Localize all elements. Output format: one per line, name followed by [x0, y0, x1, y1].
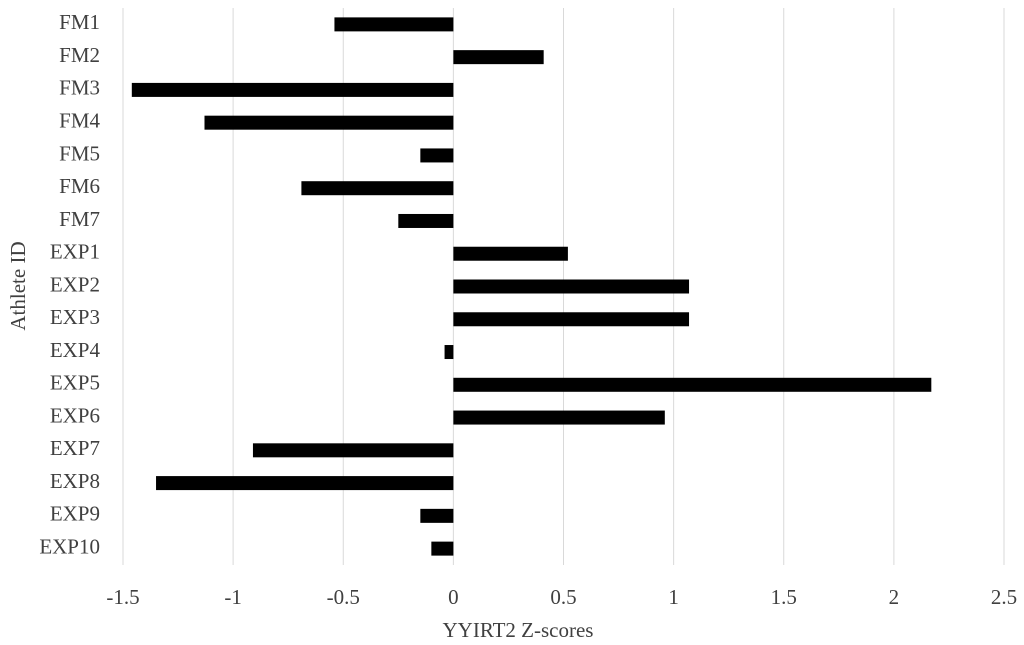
y-tick-label: FM7 — [59, 207, 100, 231]
bar — [334, 17, 454, 32]
y-tick-label: FM3 — [59, 76, 100, 100]
bar — [453, 279, 690, 294]
y-tick-label: FM1 — [59, 10, 100, 34]
x-tick-label: 2 — [889, 585, 900, 609]
bar — [252, 443, 454, 458]
y-tick-label: FM5 — [59, 141, 100, 165]
bar — [453, 410, 665, 425]
y-axis-label: Athlete ID — [6, 241, 30, 330]
x-tick-label: -1.5 — [106, 585, 139, 609]
bar — [131, 82, 454, 97]
bar — [453, 50, 544, 65]
bar — [444, 345, 454, 360]
y-tick-label: FM4 — [59, 108, 100, 132]
bar — [420, 148, 454, 163]
x-tick-label: 1.5 — [771, 585, 797, 609]
y-tick-label: EXP2 — [50, 272, 100, 296]
y-tick-label: EXP5 — [50, 371, 100, 395]
bar — [398, 213, 454, 228]
y-tick-label: EXP1 — [50, 240, 100, 264]
bar — [453, 312, 690, 327]
y-tick-label: FM2 — [59, 43, 100, 67]
y-tick-label: EXP4 — [50, 338, 101, 362]
y-tick-label: EXP10 — [39, 534, 100, 558]
bar — [420, 508, 454, 523]
x-axis-label: YYIRT2 Z-scores — [443, 618, 594, 642]
y-tick-label: FM6 — [59, 174, 100, 198]
bar — [301, 181, 454, 196]
bar — [453, 377, 932, 392]
y-tick-label: EXP9 — [50, 502, 100, 526]
x-tick-label: -1 — [224, 585, 242, 609]
y-tick-label: EXP6 — [50, 403, 100, 427]
bar — [156, 476, 454, 491]
y-tick-label: EXP8 — [50, 469, 100, 493]
x-tick-label: 1 — [668, 585, 679, 609]
y-tick-label: EXP7 — [50, 436, 100, 460]
bar — [453, 246, 568, 261]
x-tick-label: 0 — [448, 585, 459, 609]
x-tick-label: 2.5 — [991, 585, 1017, 609]
x-tick-label: -0.5 — [327, 585, 360, 609]
bar — [204, 115, 454, 130]
x-tick-label: 0.5 — [550, 585, 576, 609]
bar — [431, 541, 454, 556]
y-tick-label: EXP3 — [50, 305, 100, 329]
